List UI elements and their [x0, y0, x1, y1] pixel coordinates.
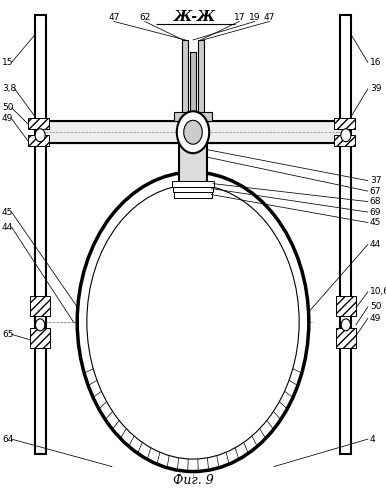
- Bar: [35, 15, 46, 454]
- Text: 15: 15: [2, 58, 14, 67]
- Text: 45: 45: [2, 208, 13, 217]
- Bar: [173, 187, 213, 192]
- Bar: [174, 192, 212, 198]
- Bar: [30, 328, 50, 348]
- Bar: [178, 143, 208, 185]
- Bar: [182, 40, 188, 121]
- Circle shape: [35, 129, 45, 142]
- Circle shape: [341, 319, 350, 331]
- Text: 17: 17: [234, 13, 245, 22]
- Text: 47: 47: [108, 13, 120, 22]
- Text: 67: 67: [370, 187, 381, 196]
- Bar: [28, 135, 49, 146]
- Bar: [336, 296, 356, 316]
- Text: 45: 45: [370, 218, 381, 227]
- Text: 47: 47: [264, 13, 275, 22]
- Text: 49: 49: [370, 314, 381, 323]
- Bar: [334, 135, 355, 146]
- Text: 4: 4: [370, 435, 376, 444]
- Circle shape: [77, 172, 309, 472]
- Text: Фиг. 9: Фиг. 9: [173, 474, 213, 487]
- Bar: [198, 40, 204, 121]
- Text: 44: 44: [2, 223, 13, 232]
- Text: 50: 50: [2, 103, 14, 112]
- Circle shape: [177, 111, 209, 153]
- Text: 50: 50: [370, 302, 381, 311]
- Text: 49: 49: [2, 114, 13, 123]
- Circle shape: [184, 120, 202, 144]
- Text: 64: 64: [2, 435, 13, 444]
- Text: 62: 62: [139, 13, 151, 22]
- Text: 65: 65: [2, 330, 14, 339]
- Circle shape: [87, 185, 299, 459]
- Text: Ж-Ж: Ж-Ж: [174, 10, 216, 24]
- Text: 3,8: 3,8: [2, 84, 16, 93]
- Bar: [174, 112, 212, 121]
- Text: 19: 19: [249, 13, 261, 22]
- Bar: [334, 118, 355, 129]
- Bar: [340, 15, 351, 454]
- Circle shape: [36, 319, 45, 331]
- Text: 44: 44: [370, 240, 381, 249]
- Bar: [30, 296, 50, 316]
- Text: 69: 69: [370, 208, 381, 217]
- Text: 10,66: 10,66: [370, 287, 386, 296]
- Bar: [172, 181, 214, 187]
- Bar: [41, 121, 345, 143]
- Bar: [28, 118, 49, 129]
- Text: 39: 39: [370, 84, 381, 93]
- Circle shape: [341, 129, 351, 142]
- Text: 37: 37: [370, 176, 381, 185]
- Text: 68: 68: [370, 197, 381, 206]
- Bar: [190, 52, 196, 121]
- Bar: [336, 328, 356, 348]
- Text: 16: 16: [370, 58, 381, 67]
